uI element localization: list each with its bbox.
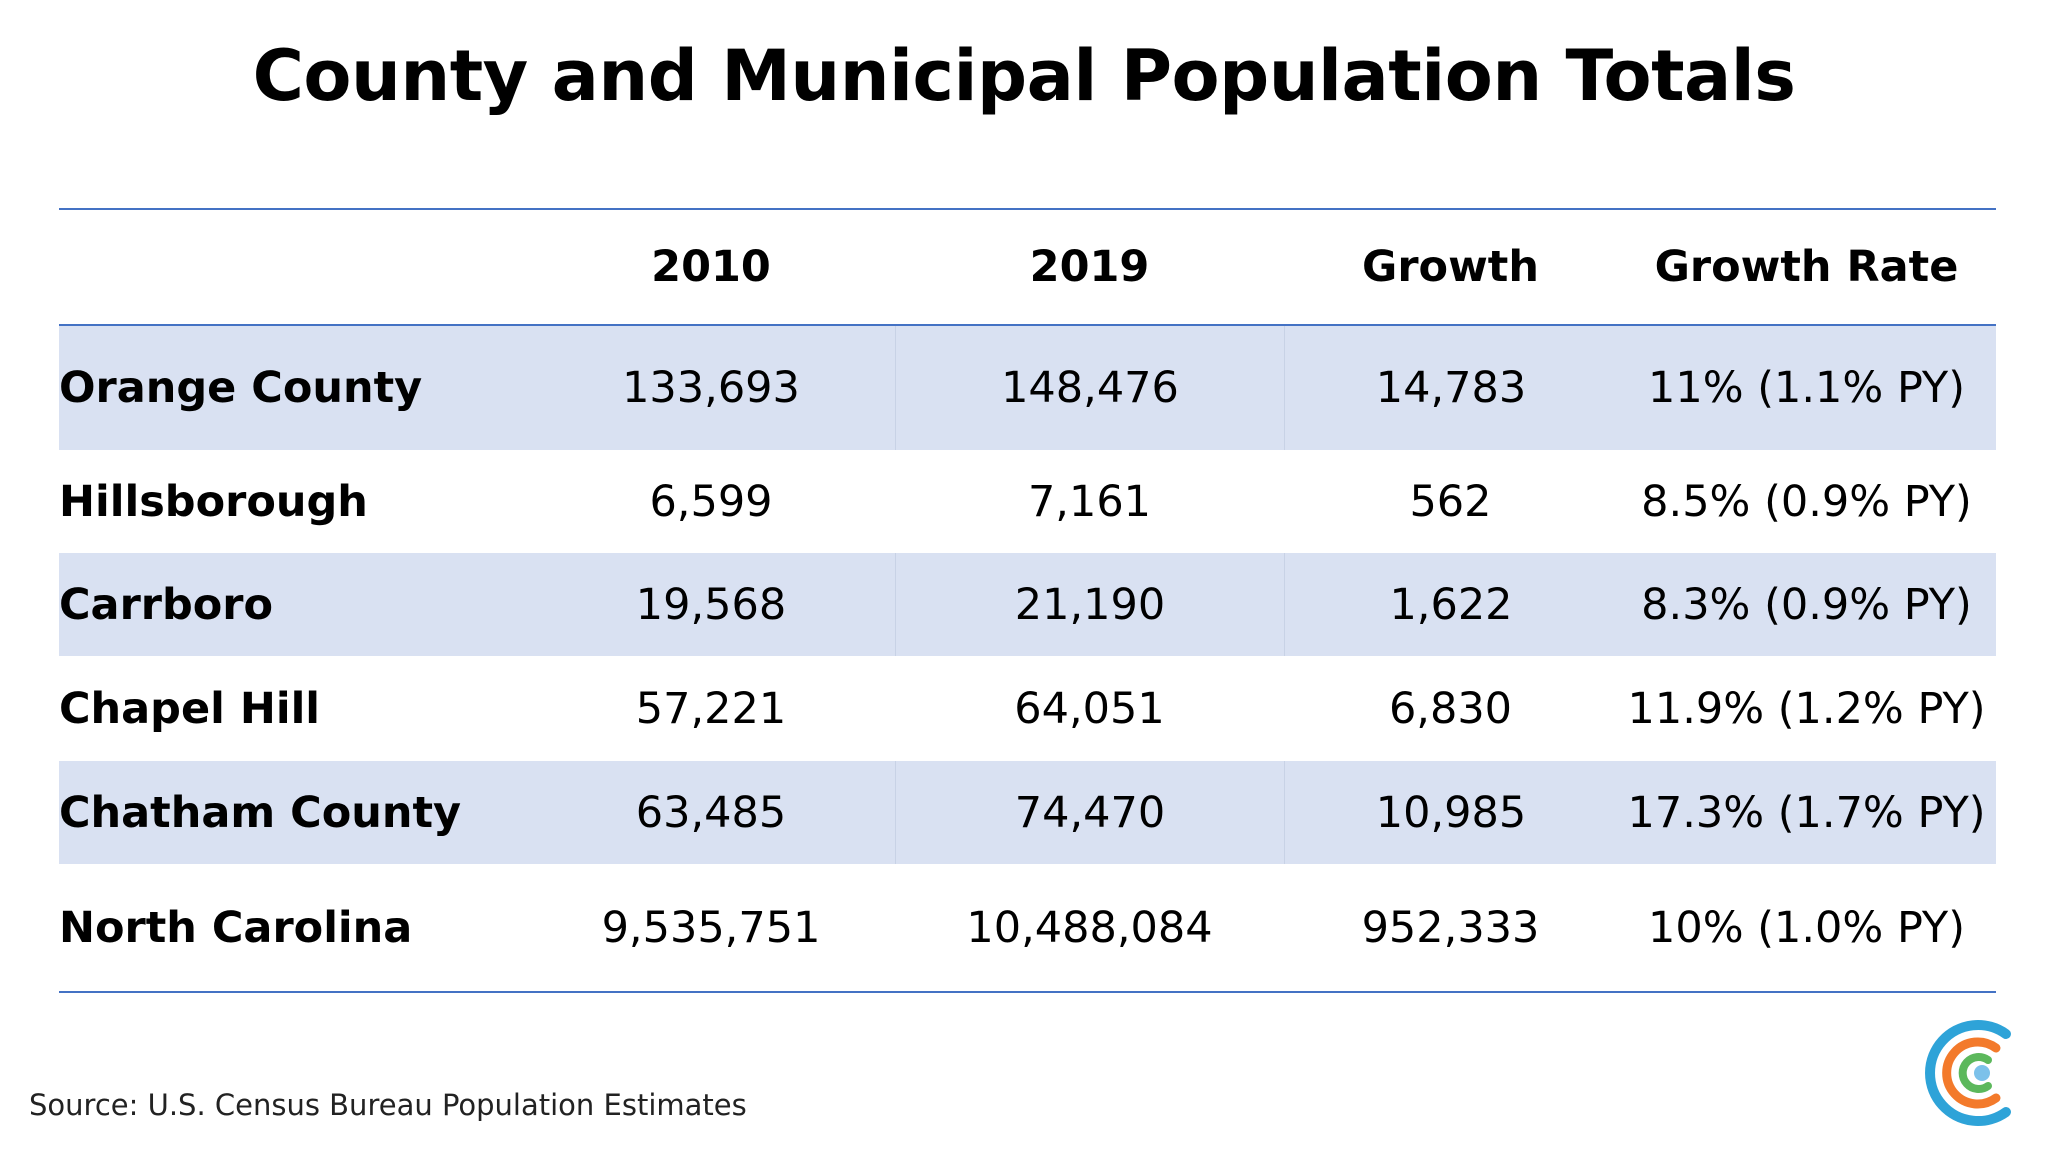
row-growth-rate: 11.9% (1.2% PY) bbox=[1627, 683, 1986, 734]
row-name: Hillsborough bbox=[59, 476, 368, 527]
page-title: County and Municipal Population Totals bbox=[252, 35, 1796, 117]
row-2010: 57,221 bbox=[635, 683, 787, 734]
row-name: Orange County bbox=[59, 363, 423, 413]
table-bottom-rule bbox=[59, 991, 1996, 993]
logo-dot bbox=[1974, 1065, 1990, 1081]
row-name: Chatham County bbox=[59, 787, 462, 838]
row-2019: 74,470 bbox=[895, 761, 1284, 864]
header-name bbox=[59, 210, 527, 324]
row-2010: 19,568 bbox=[635, 579, 787, 630]
table-top-rule bbox=[59, 208, 1996, 210]
header-growth: Growth bbox=[1362, 242, 1539, 292]
row-growth: 1,622 bbox=[1284, 553, 1617, 656]
header-2019: 2019 bbox=[1029, 242, 1150, 292]
row-growth-rate: 8.5% (0.9% PY) bbox=[1641, 476, 1972, 527]
table-row: Chapel Hill 57,221 64,051 6,830 11.9% (1… bbox=[59, 656, 1996, 761]
table-header-rule bbox=[59, 324, 1996, 326]
row-2010: 133,693 bbox=[622, 363, 800, 413]
row-growth: 10,985 bbox=[1284, 761, 1617, 864]
table-row: Orange County 133,693 148,476 14,783 11%… bbox=[59, 326, 1996, 450]
table-row: North Carolina 9,535,751 10,488,084 952,… bbox=[59, 864, 1996, 991]
logo-outer-arc bbox=[1925, 1020, 2011, 1126]
row-growth-rate: 17.3% (1.7% PY) bbox=[1627, 787, 1986, 838]
logo-middle-arc bbox=[1942, 1037, 2001, 1109]
row-name: Carrboro bbox=[59, 579, 274, 630]
organization-logo-icon bbox=[1925, 1020, 2011, 1126]
row-2010: 63,485 bbox=[635, 787, 787, 838]
row-name: North Carolina bbox=[59, 902, 413, 953]
table-header-row: 2010 2019 Growth Growth Rate bbox=[59, 210, 1996, 324]
table-row: Carrboro 19,568 21,190 1,622 8.3% (0.9% … bbox=[59, 553, 1996, 656]
row-name: Chapel Hill bbox=[59, 683, 321, 734]
row-2019: 7,161 bbox=[1027, 476, 1152, 527]
row-growth-rate: 10% (1.0% PY) bbox=[1648, 902, 1965, 953]
row-2019: 148,476 bbox=[895, 326, 1284, 450]
row-growth: 952,333 bbox=[1361, 902, 1540, 953]
header-growth-rate: Growth Rate bbox=[1654, 242, 1959, 292]
row-2019: 21,190 bbox=[895, 553, 1284, 656]
logo-inner-arc bbox=[1958, 1053, 1992, 1093]
row-growth-rate: 11% (1.1% PY) bbox=[1648, 363, 1965, 413]
row-growth: 562 bbox=[1409, 476, 1492, 527]
row-2019: 64,051 bbox=[1014, 683, 1165, 734]
row-2019: 10,488,084 bbox=[966, 902, 1213, 953]
row-2010: 9,535,751 bbox=[601, 902, 821, 953]
table-row: Chatham County 63,485 74,470 10,985 17.3… bbox=[59, 761, 1996, 864]
row-growth-rate: 8.3% (0.9% PY) bbox=[1641, 579, 1972, 630]
table-row: Hillsborough 6,599 7,161 562 8.5% (0.9% … bbox=[59, 450, 1996, 553]
row-growth: 6,830 bbox=[1388, 683, 1513, 734]
header-2010: 2010 bbox=[651, 242, 771, 292]
row-growth: 14,783 bbox=[1284, 326, 1617, 450]
row-2010: 6,599 bbox=[649, 476, 773, 527]
source-note: Source: U.S. Census Bureau Population Es… bbox=[29, 1088, 747, 1122]
